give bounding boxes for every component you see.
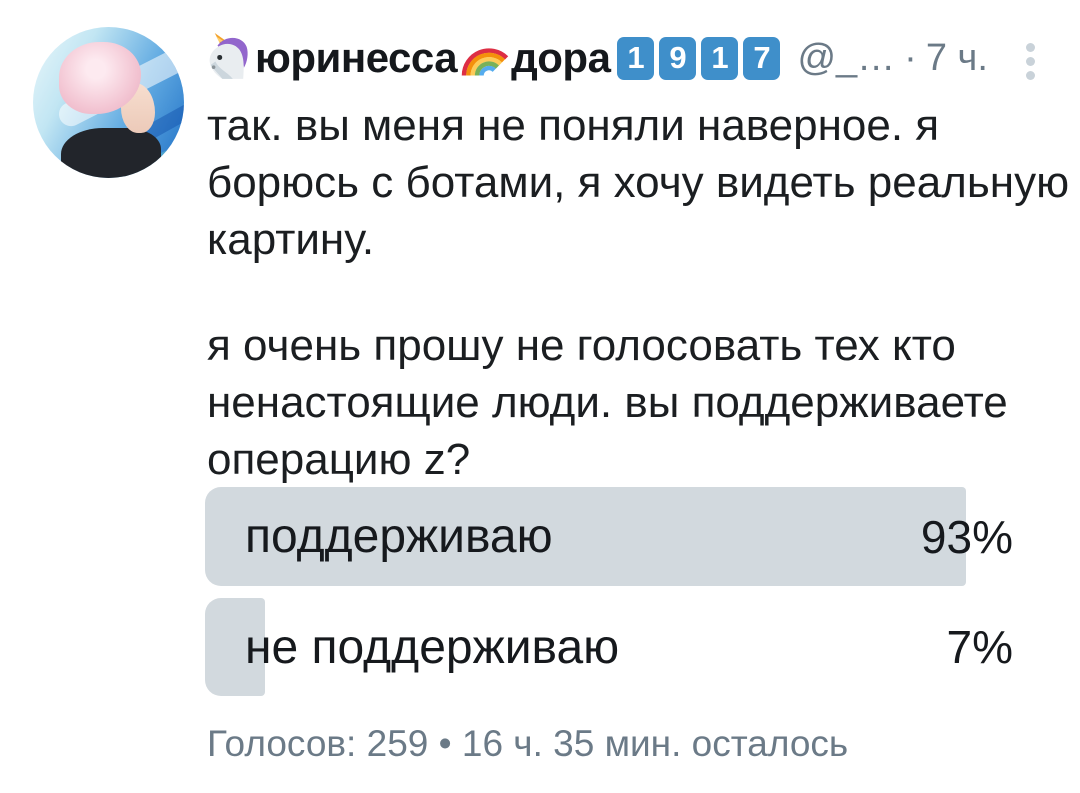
user-handle[interactable]: @_… (797, 36, 896, 79)
avatar-person-body (61, 128, 161, 178)
keycap-digit-icon: 1 (701, 36, 739, 80)
tweet-text-line: ненастоящие люди. вы поддерживаете (207, 378, 1008, 427)
poll-option-label: поддерживаю (245, 510, 553, 563)
poll-option-row: не поддерживаю 7% (205, 598, 1023, 696)
tweet-text-line: операцию z? (207, 435, 471, 484)
tweet-text-line: я очень прошу не голосовать тех кто (207, 321, 956, 370)
poll-option-label: не поддерживаю (245, 620, 620, 674)
poll-option-percent: 7% (946, 621, 1013, 673)
rainbow-emoji (461, 48, 509, 76)
keycap-digit-icon: 7 (743, 36, 781, 80)
poll-footer: Голосов: 259 • 16 ч. 35 мин. осталось (207, 723, 849, 764)
display-name-part1: юринесса (255, 34, 458, 81)
keycap-digits: 1 9 1 7 (617, 36, 785, 80)
avatar[interactable] (33, 27, 184, 178)
tweet-text-line: картину. (207, 215, 375, 264)
poll: поддерживаю 93% не поддерживаю 7% Голосо… (205, 487, 1023, 765)
poll-option-percent: 93% (920, 510, 1013, 563)
tweet-header[interactable]: юринесса дора 1 9 1 7 @_… · 7 ч. (205, 32, 988, 84)
unicorn-emoji (209, 33, 248, 79)
poll-result-bar (205, 487, 966, 586)
display-name-part2: дора (511, 34, 611, 81)
tweet-paragraph: я очень прошу не голосовать тех кто нена… (207, 317, 1069, 488)
poll-result-bar (205, 598, 265, 696)
timestamp: 7 ч. (925, 36, 988, 79)
keycap-digit-icon: 9 (659, 36, 697, 80)
avatar-person-hair (59, 42, 141, 114)
tweet-text-line: борюсь с ботами, я хочу видеть реальную (207, 158, 1070, 207)
tweet-text-line: так. вы меня не поняли наверное. я (207, 101, 940, 150)
keycap-digit-icon: 1 (617, 36, 655, 80)
tweet-paragraph: так. вы меня не поняли наверное. я борюс… (207, 97, 1069, 268)
more-vertical-icon[interactable] (1024, 36, 1037, 87)
dot-separator: · (904, 36, 917, 79)
poll-option-row: поддерживаю 93% (205, 487, 1023, 586)
tweet-text: так. вы меня не поняли наверное. я борюс… (207, 97, 1069, 488)
